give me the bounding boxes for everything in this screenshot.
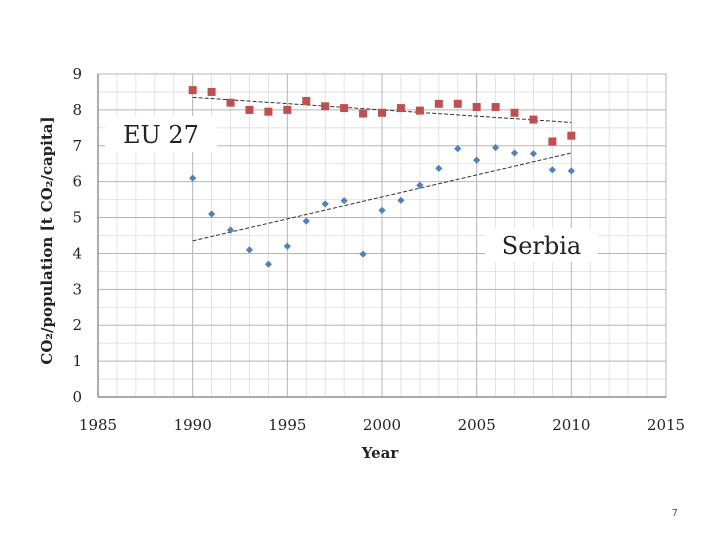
- trend-line-serbia: [192, 152, 572, 242]
- data-point-eu-27: [491, 103, 500, 112]
- data-point-eu-27: [207, 87, 216, 96]
- data-point-eu-27: [283, 105, 292, 114]
- data-point-eu-27: [340, 104, 349, 113]
- data-point-serbia: [510, 149, 519, 157]
- data-point-eu-27: [529, 115, 538, 124]
- y-tick-label: 9: [72, 65, 82, 83]
- data-point-serbia: [340, 197, 348, 205]
- data-point-serbia: [283, 242, 291, 250]
- data-point-eu-27: [548, 137, 557, 146]
- data-point-serbia: [548, 166, 556, 174]
- data-point-serbia: [359, 250, 367, 258]
- y-tick-label: 7: [72, 137, 82, 155]
- data-point-eu-27: [321, 102, 330, 111]
- x-tick-label: 1995: [268, 416, 306, 434]
- y-tick-label: 6: [72, 173, 82, 191]
- data-point-eu-27: [472, 103, 481, 112]
- data-point-serbia: [245, 246, 254, 254]
- data-point-serbia: [264, 260, 272, 268]
- label-background: [485, 228, 598, 262]
- label-background: [105, 116, 217, 152]
- data-point-serbia: [321, 200, 329, 208]
- x-axis-title: Year: [361, 444, 400, 462]
- data-point-eu-27: [415, 106, 424, 115]
- label-text: EU 27: [123, 121, 199, 149]
- data-point-eu-27: [245, 105, 254, 114]
- data-point-eu-27: [188, 86, 197, 95]
- data-point-serbia: [492, 143, 500, 152]
- x-tick-label: 2010: [552, 416, 590, 434]
- data-point-eu-27: [434, 99, 443, 108]
- y-tick-label: 3: [72, 280, 82, 298]
- y-tick-label: 5: [72, 209, 82, 227]
- page-number: 7: [671, 508, 678, 519]
- data-point-serbia: [454, 145, 462, 153]
- data-point-serbia: [189, 174, 197, 182]
- axis-titles: Year CO₂/population [t CO₂/capita]: [38, 116, 399, 462]
- y-tick-label: 8: [72, 101, 82, 119]
- data-point-serbia: [529, 150, 538, 158]
- data-point-eu-27: [567, 131, 576, 140]
- series-label-eu-27: EU 27: [105, 116, 217, 152]
- y-tick-label: 2: [72, 316, 82, 334]
- series-label-serbia: Serbia: [485, 228, 598, 262]
- data-point-serbia: [567, 167, 575, 175]
- x-tick-label: 2015: [647, 416, 685, 434]
- data-point-serbia: [208, 210, 216, 218]
- label-text: Serbia: [502, 232, 581, 260]
- series-labels: EU 27 Serbia: [105, 116, 598, 262]
- y-tick-label: 1: [72, 352, 82, 370]
- data-point-eu-27: [510, 108, 519, 117]
- y-axis-title: CO₂/population [t CO₂/capita]: [38, 116, 56, 364]
- x-tick-label: 2000: [363, 416, 401, 434]
- data-point-serbia: [397, 196, 405, 204]
- data-point-serbia: [435, 164, 443, 172]
- data-point-serbia: [302, 217, 310, 225]
- y-tick-label: 0: [72, 388, 82, 406]
- data-point-eu-27: [302, 96, 311, 105]
- data-point-eu-27: [378, 108, 386, 117]
- x-tick-label: 2005: [458, 416, 496, 434]
- chart-axes: 1985 1990 1995 2000 2005 2010 2015 0 1 2 3 4 5 6 7 8 9: [72, 65, 685, 434]
- data-point-eu-27: [264, 107, 273, 116]
- data-point-eu-27: [453, 99, 462, 108]
- data-point-eu-27: [226, 98, 235, 107]
- data-point-eu-27: [359, 109, 368, 118]
- x-tick-label: 1985: [79, 416, 117, 434]
- y-tick-label: 4: [72, 244, 82, 262]
- data-point-serbia: [473, 156, 481, 164]
- data-point-serbia: [378, 206, 386, 214]
- x-tick-label: 1990: [174, 416, 212, 434]
- data-points: [188, 86, 576, 268]
- data-point-eu-27: [396, 104, 405, 113]
- data-point-serbia: [416, 181, 424, 189]
- data-point-serbia: [226, 226, 235, 234]
